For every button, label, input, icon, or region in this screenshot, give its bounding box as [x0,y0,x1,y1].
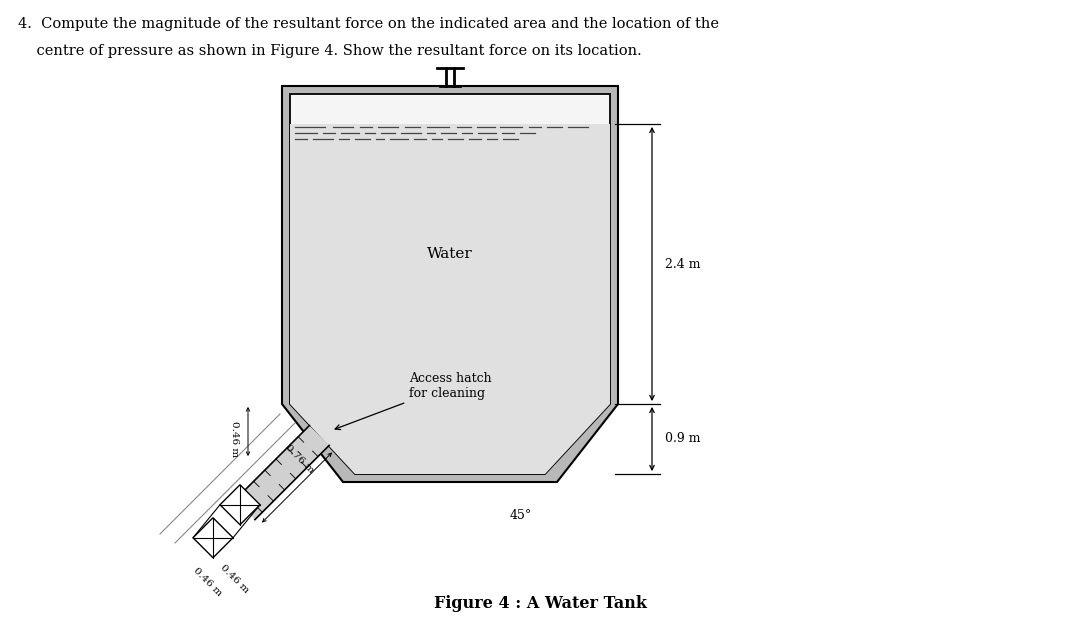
Polygon shape [282,86,618,482]
Text: 4.  Compute the magnitude of the resultant force on the indicated area and the l: 4. Compute the magnitude of the resultan… [18,17,719,31]
Polygon shape [220,485,260,525]
Text: 0.46 m: 0.46 m [192,565,224,598]
Text: 0.76 m: 0.76 m [284,443,316,474]
Text: 2.4 m: 2.4 m [665,257,701,270]
Text: Access hatch
for cleaning: Access hatch for cleaning [335,372,491,430]
Text: Figure 4 : A Water Tank: Figure 4 : A Water Tank [433,596,647,613]
Polygon shape [291,124,610,474]
Text: 0.9 m: 0.9 m [665,433,701,445]
Polygon shape [235,426,329,520]
Text: Water: Water [427,247,473,261]
Text: 0.46 m: 0.46 m [219,563,251,594]
Polygon shape [193,518,233,558]
Text: centre of pressure as shown in Figure 4. Show the resultant force on its locatio: centre of pressure as shown in Figure 4.… [18,44,642,58]
Polygon shape [291,94,610,474]
Text: 0.46 m: 0.46 m [230,421,240,457]
Text: 45°: 45° [510,509,532,522]
